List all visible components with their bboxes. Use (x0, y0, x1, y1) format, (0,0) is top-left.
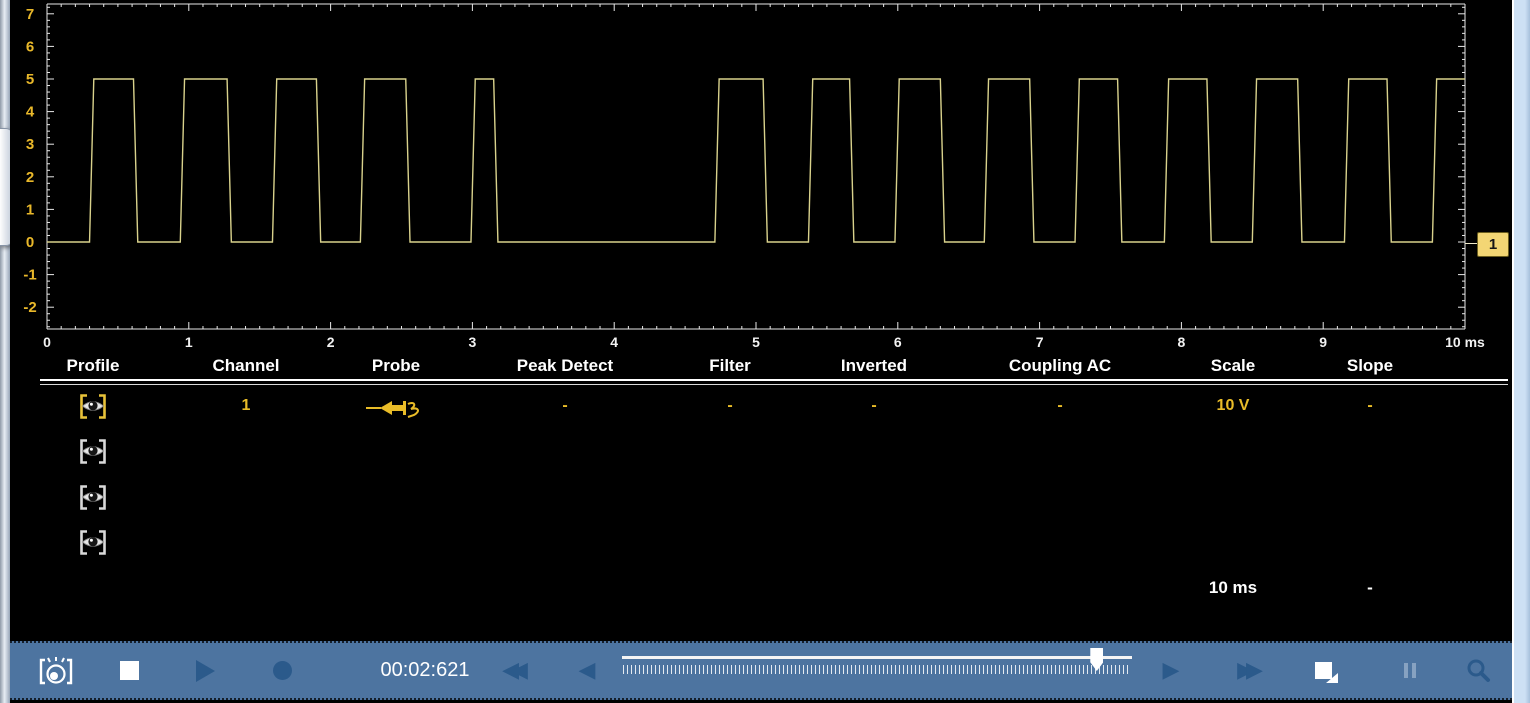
svg-text:10 ms: 10 ms (1445, 334, 1485, 350)
playback-timestamp: 00:02:621 (380, 659, 470, 681)
svg-text:3: 3 (26, 136, 34, 153)
step-back-icon: ◀ (578, 657, 596, 683)
column-header-profile: Profile (66, 356, 120, 375)
right-window-strip (1512, 0, 1530, 703)
record-button[interactable] (267, 643, 297, 698)
record-icon (272, 661, 292, 680)
rewind-button[interactable]: ◀◀ (493, 643, 537, 698)
column-header-channel: Channel (212, 356, 280, 375)
probe-cell[interactable] (366, 396, 426, 425)
zoom-button[interactable] (1460, 643, 1498, 698)
stop-icon (119, 661, 139, 680)
profile-3-visibility-button[interactable] (78, 484, 108, 511)
step-back-button[interactable]: ◀ (572, 643, 602, 698)
column-header-inverted: Inverted (840, 356, 908, 375)
eye-icon (80, 530, 106, 555)
svg-text:3: 3 (469, 334, 477, 350)
svg-text:9: 9 (1319, 334, 1327, 350)
scale-cell[interactable]: 10 V (1216, 397, 1250, 414)
timebase-scale-cell[interactable]: 10 ms (1208, 578, 1258, 597)
inverted-cell[interactable]: - (871, 397, 877, 414)
position-slider-ruler (623, 665, 1131, 674)
fast-forward-button[interactable]: ▶▶ (1226, 643, 1274, 698)
snapshot-icon (1314, 662, 1338, 683)
profile-4-visibility-button[interactable] (78, 529, 108, 556)
channel-1-marker[interactable]: 1 (1477, 232, 1509, 257)
waveform-canvas: 7 6 5 4 3 2 1 0 -1 -2 0 1 2 3 4 5 6 7 8 9 10 ms (23, 3, 1485, 350)
column-header-slope: Slope (1346, 356, 1394, 375)
svg-text:0: 0 (26, 234, 34, 251)
svg-text:2: 2 (327, 334, 335, 350)
svg-text:-2: -2 (23, 299, 36, 316)
step-forward-icon: ▶ (1162, 657, 1180, 683)
eye-icon (80, 394, 106, 419)
svg-text:5: 5 (752, 334, 760, 350)
svg-text:6: 6 (26, 38, 34, 55)
profile-1-visibility-button[interactable] (78, 393, 108, 420)
pause-indicator (1396, 643, 1424, 698)
svg-text:2: 2 (26, 169, 34, 186)
svg-text:4: 4 (610, 334, 618, 350)
probe-icon (366, 401, 419, 418)
step-forward-button[interactable]: ▶ (1156, 643, 1186, 698)
timebase-slope-cell[interactable]: - (1367, 578, 1373, 597)
column-header-probe: Probe (371, 356, 421, 375)
header-divider (40, 379, 1508, 385)
eye-icon (80, 439, 106, 464)
coupling-ac-cell[interactable]: - (1057, 397, 1063, 414)
column-header-peak-detect: Peak Detect (516, 356, 614, 375)
play-icon (195, 659, 215, 682)
zoom-icon (1467, 659, 1490, 682)
waveform-plot: 7 6 5 4 3 2 1 0 -1 -2 0 1 2 3 4 5 6 7 8 9 10 ms (10, 0, 1512, 353)
filter-cell[interactable]: - (727, 397, 733, 414)
svg-text:1: 1 (185, 334, 193, 350)
column-header-scale: Scale (1210, 356, 1256, 375)
svg-text:1: 1 (26, 201, 34, 218)
svg-text:7: 7 (26, 6, 34, 23)
eye-icon (80, 485, 106, 510)
position-slider-thumb[interactable] (1090, 648, 1104, 671)
profile-2-visibility-button[interactable] (78, 438, 108, 465)
live-view-icon (39, 656, 73, 684)
svg-text:4: 4 (26, 104, 35, 121)
channel-marker-leader (1465, 243, 1477, 244)
pause-icon (1404, 663, 1416, 678)
live-view-button[interactable] (34, 643, 78, 698)
svg-text:5: 5 (26, 71, 34, 88)
channel-cell[interactable]: 1 (241, 397, 251, 414)
position-slider-track[interactable] (622, 656, 1132, 659)
svg-text:8: 8 (1178, 334, 1186, 350)
fast-forward-icon: ▶▶ (1237, 657, 1263, 683)
column-header-filter: Filter (709, 356, 751, 375)
left-panel-strip (0, 0, 10, 703)
column-header-coupling-ac: Coupling AC (1008, 356, 1112, 375)
svg-text:0: 0 (43, 334, 51, 350)
slope-cell[interactable]: - (1367, 397, 1373, 414)
svg-text:7: 7 (1036, 334, 1044, 350)
playback-toolbar: 00:02:621 ◀◀ ◀ ▶ ▶▶ (10, 641, 1512, 700)
rewind-icon: ◀◀ (502, 657, 528, 683)
peak-detect-cell[interactable]: - (562, 397, 568, 414)
snapshot-button[interactable] (1306, 643, 1340, 698)
svg-text:-1: -1 (23, 267, 36, 284)
svg-text:6: 6 (894, 334, 902, 350)
play-button[interactable] (190, 643, 220, 698)
stop-button[interactable] (114, 643, 144, 698)
